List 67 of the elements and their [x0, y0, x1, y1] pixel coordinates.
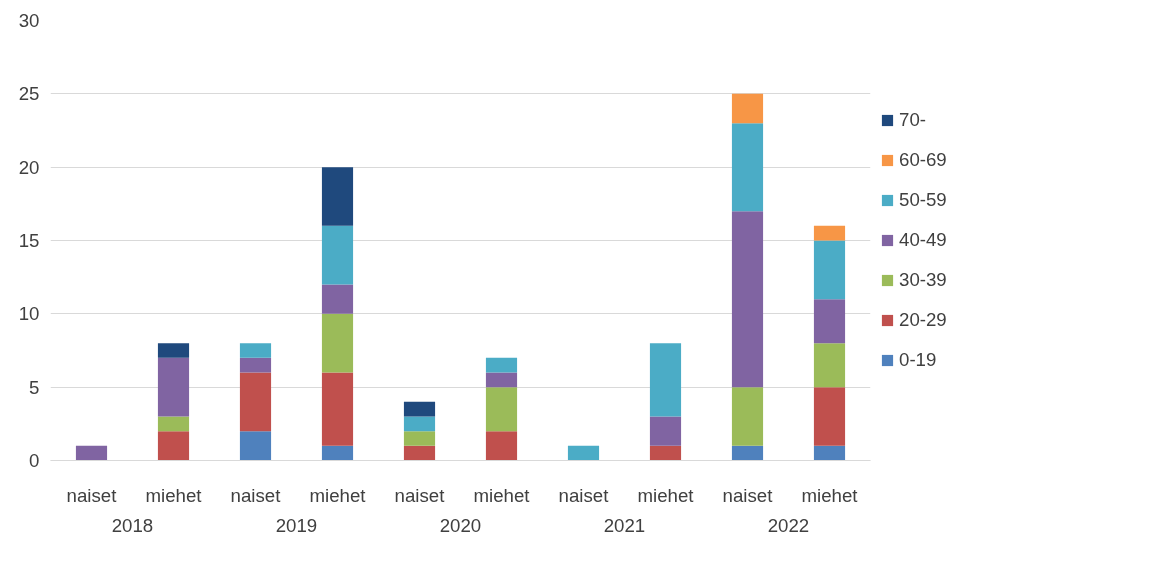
- bar: [157, 416, 190, 432]
- bar: [403, 401, 436, 417]
- bar: [403, 431, 436, 446]
- legend-label: 40-49: [899, 229, 947, 251]
- bar: [239, 431, 272, 461]
- bar: [403, 416, 436, 432]
- legend-label: 50-59: [899, 189, 947, 211]
- x-tick-label: miehet: [145, 484, 203, 506]
- bar: [239, 372, 272, 432]
- x-tick-label: miehet: [309, 484, 367, 506]
- bar: [403, 445, 436, 461]
- bar: [239, 357, 272, 373]
- bar: [813, 225, 846, 241]
- x-tick-label: miehet: [801, 484, 859, 506]
- bar: [485, 372, 518, 388]
- legend-label: 0-19: [899, 349, 937, 371]
- y-tick-label: 20: [18, 156, 40, 178]
- bar: [731, 387, 764, 446]
- x-tick-label: naiset: [394, 484, 446, 506]
- text: 2019: [275, 514, 318, 536]
- bar: [321, 167, 354, 226]
- legend-label: 60-69: [899, 149, 947, 171]
- text: 2018: [111, 514, 154, 536]
- legend-label: 20-29: [899, 309, 947, 331]
- bar: [321, 225, 354, 285]
- bar: [239, 343, 272, 358]
- bar: [813, 445, 846, 461]
- y-tick-label: 5: [29, 376, 40, 398]
- bar: [813, 240, 846, 300]
- bar: [649, 343, 682, 417]
- x-tick-label: naiset: [722, 484, 774, 506]
- bar: [75, 445, 108, 461]
- bar: [731, 93, 764, 124]
- x-tick-label: miehet: [637, 484, 695, 506]
- bar: [321, 445, 354, 461]
- bar: [157, 431, 190, 461]
- bar: [157, 357, 190, 417]
- bar: [321, 313, 354, 373]
- bar: [157, 343, 190, 358]
- x-tick-label: naiset: [230, 484, 282, 506]
- x-tick-label: naiset: [558, 484, 610, 506]
- x-tick-label: naiset: [66, 484, 118, 506]
- y-tick-label: 30: [18, 10, 40, 31]
- y-tick-label: 0: [29, 450, 40, 471]
- bar: [485, 431, 518, 461]
- bar: [567, 445, 600, 461]
- bar: [731, 211, 764, 388]
- bar: [813, 387, 846, 446]
- bar: [649, 445, 682, 461]
- legend-label: 70-: [899, 109, 926, 131]
- bar: [485, 387, 518, 432]
- x-tick-label: miehet: [473, 484, 531, 506]
- bar: [321, 372, 354, 446]
- text: 2020: [439, 514, 482, 536]
- legend-label: 30-39: [899, 269, 947, 291]
- bar: [321, 284, 354, 314]
- bar: [649, 416, 682, 446]
- bar: [485, 357, 518, 373]
- bar: [731, 123, 764, 212]
- bar: [813, 343, 846, 388]
- text: 2022: [767, 514, 810, 536]
- y-tick-label: 25: [18, 83, 40, 105]
- y-tick-label: 10: [18, 303, 40, 325]
- bar: [813, 299, 846, 344]
- y-tick-label: 15: [18, 230, 40, 251]
- bar: [731, 445, 764, 461]
- text: 2021: [603, 514, 646, 536]
